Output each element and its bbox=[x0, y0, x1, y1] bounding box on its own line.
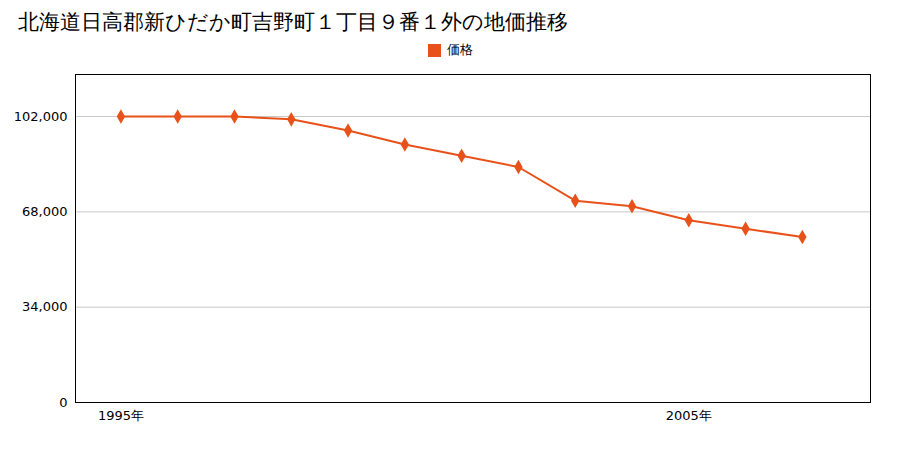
svg-text:1995年: 1995年 bbox=[98, 408, 144, 423]
svg-text:34,000: 34,000 bbox=[22, 299, 68, 314]
svg-text:2005年: 2005年 bbox=[666, 408, 712, 423]
svg-text:0: 0 bbox=[59, 395, 67, 410]
html-text:価格: 価格 bbox=[446, 42, 473, 57]
svg-text:102,000: 102,000 bbox=[14, 109, 68, 124]
html-text:北海道日高郡新ひだか町吉野町１丁目９番１外の地価推移: 北海道日高郡新ひだか町吉野町１丁目９番１外の地価推移 bbox=[18, 10, 568, 34]
svg-text:68,000: 68,000 bbox=[22, 204, 68, 219]
